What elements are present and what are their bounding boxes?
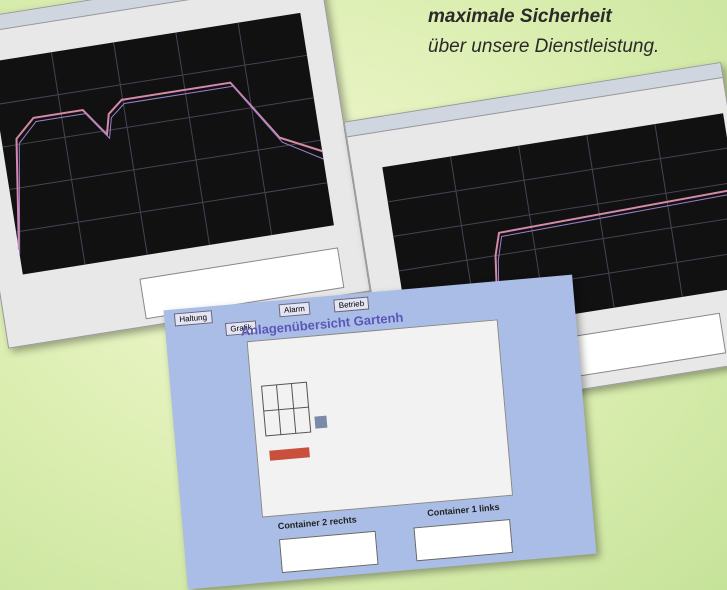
plant-panel [246, 319, 514, 518]
subheading: über unsere Dienstleistung. [428, 36, 660, 57]
container-panel [413, 518, 514, 562]
chart-image [0, 12, 345, 320]
overview-screenshot: Haltung Alarm Betrieb Grafik Anlagenüber… [163, 274, 597, 590]
heading: maximale Sicherheit [428, 6, 612, 27]
plant-diagram [261, 381, 328, 461]
container-label: Container 1 links [426, 501, 500, 519]
container-label: Container 2 rechts [277, 514, 357, 532]
chart-screenshot-left [0, 0, 371, 349]
tab[interactable]: Alarm [278, 301, 311, 318]
container-panel [278, 530, 379, 574]
tab[interactable]: Betrieb [333, 296, 370, 313]
tab[interactable]: Haltung [173, 310, 213, 327]
